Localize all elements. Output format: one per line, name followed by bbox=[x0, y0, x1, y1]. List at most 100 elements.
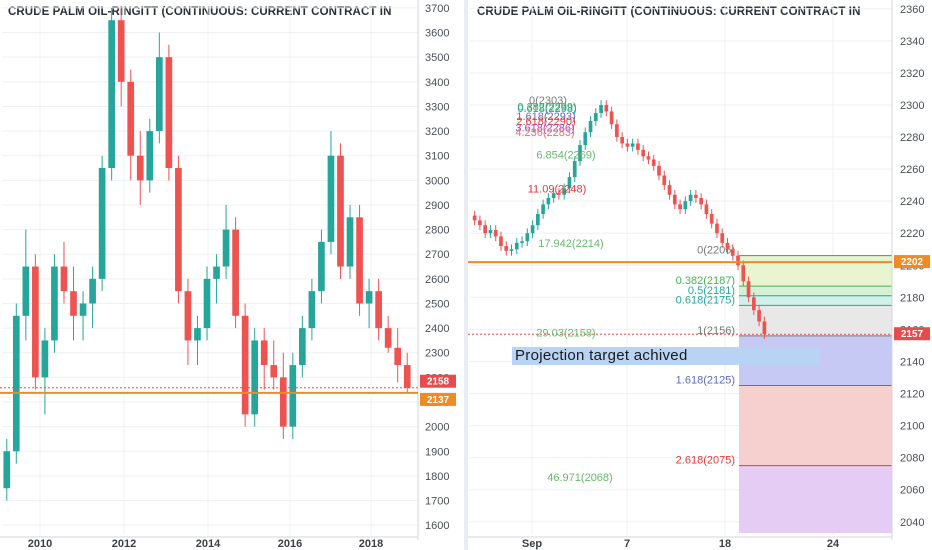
fib-zone bbox=[739, 255, 892, 287]
left-candle-body bbox=[165, 57, 173, 169]
left-y-tick-label: 2500 bbox=[425, 298, 449, 310]
right-candle-body bbox=[651, 159, 656, 166]
right-candle-body bbox=[546, 197, 551, 205]
left-candle-body bbox=[184, 291, 192, 341]
right-candle-body bbox=[641, 149, 646, 157]
left-candle-body bbox=[384, 328, 392, 348]
fib-zone bbox=[739, 295, 892, 306]
left-candle-body bbox=[270, 365, 278, 378]
projection-label: 3.618(2286) bbox=[515, 122, 574, 134]
left-price-tag: 2158 bbox=[427, 377, 450, 388]
right-candle-body bbox=[504, 246, 509, 251]
left-candle-body bbox=[3, 451, 11, 489]
left-candle-body bbox=[41, 340, 49, 378]
right-candle-body bbox=[636, 143, 640, 150]
left-y-tick-label: 3100 bbox=[425, 151, 449, 163]
left-candle-body bbox=[60, 266, 68, 292]
fib-level-label: 1.618(2125) bbox=[676, 375, 735, 387]
right-candle-body bbox=[541, 204, 545, 214]
right-candle-body bbox=[609, 111, 614, 125]
right-candle-body bbox=[488, 230, 493, 234]
left-y-tick-label: 2900 bbox=[425, 200, 449, 212]
left-candle-body bbox=[175, 168, 182, 292]
left-candle-body bbox=[108, 20, 115, 169]
right-candle-body bbox=[599, 104, 603, 114]
left-y-tick-label: 3700 bbox=[425, 3, 449, 15]
right-candle-body bbox=[662, 175, 667, 186]
projection-label: 17.942(2214) bbox=[538, 238, 603, 250]
left-price-tag: 2137 bbox=[427, 395, 450, 406]
left-y-tick-label: 1700 bbox=[425, 496, 449, 508]
right-candle-body bbox=[593, 113, 598, 122]
left-candle-body bbox=[260, 340, 268, 366]
left-candle-body bbox=[356, 217, 363, 304]
projection-label: 2.618(2290) bbox=[516, 116, 575, 128]
right-candle-body bbox=[757, 310, 761, 322]
fib-zone bbox=[739, 465, 892, 533]
right-candle-body bbox=[478, 220, 482, 226]
projection-label: 0.618(2298) bbox=[517, 103, 576, 115]
projection-label: 11.09(2248) bbox=[528, 183, 587, 195]
left-candle-body bbox=[279, 377, 287, 427]
left-x-tick-label: 2016 bbox=[278, 538, 302, 550]
right-candle-body bbox=[620, 137, 624, 144]
left-y-tick-label: 3200 bbox=[425, 126, 449, 138]
right-y-tick-label: 2080 bbox=[900, 453, 924, 465]
fib-level-label: 0(2206) bbox=[697, 245, 735, 257]
right-candle-body bbox=[667, 185, 672, 195]
right-candle-body bbox=[483, 225, 488, 234]
left-candle-body bbox=[308, 291, 316, 329]
projection-label: 1.618(2293) bbox=[516, 111, 575, 123]
left-candle-body bbox=[51, 266, 58, 341]
right-y-tick-label: 2300 bbox=[900, 100, 924, 112]
left-x-tick-label: 2018 bbox=[359, 538, 383, 550]
left-y-tick-label: 2000 bbox=[425, 422, 449, 434]
right-candle-body bbox=[525, 233, 530, 242]
projection-annotation: Projection target achived bbox=[512, 347, 820, 365]
right-candle-body bbox=[688, 194, 693, 202]
fib-level-label: 1(2156) bbox=[697, 325, 735, 337]
right-candle-body bbox=[736, 255, 740, 266]
projection-label: 29.03(2158) bbox=[536, 328, 595, 340]
right-candle-body bbox=[604, 104, 609, 112]
left-candle-body bbox=[22, 266, 30, 316]
right-candle-body bbox=[551, 193, 556, 198]
left-y-tick-label: 1600 bbox=[425, 520, 449, 532]
right-candle-body bbox=[530, 225, 535, 234]
right-candle-body bbox=[694, 194, 698, 198]
right-x-tick-label: 18 bbox=[719, 538, 731, 550]
right-candle-body bbox=[709, 213, 714, 224]
left-y-tick-label: 3500 bbox=[425, 52, 449, 64]
left-candle-body bbox=[346, 217, 354, 267]
projection-label: 6.854(2269) bbox=[536, 150, 595, 162]
projection-label: 46.971(2068) bbox=[547, 472, 612, 484]
left-y-tick-label: 2600 bbox=[425, 274, 449, 286]
right-candle-body bbox=[499, 236, 503, 247]
left-y-tick-label: 2400 bbox=[425, 323, 449, 335]
left-candle-body bbox=[289, 365, 297, 427]
right-candle-body bbox=[472, 215, 477, 221]
left-x-tick-label: 2010 bbox=[28, 538, 52, 550]
left-y-tick-label: 2700 bbox=[425, 249, 449, 261]
left-price-tag-bg bbox=[420, 392, 456, 406]
right-price-tag: 2157 bbox=[901, 329, 924, 340]
fib-zone bbox=[739, 385, 892, 466]
left-candle-body bbox=[89, 278, 96, 304]
panel-divider[interactable] bbox=[464, 0, 468, 550]
left-candle-body bbox=[327, 155, 335, 242]
fib-level-label: 0.618(2175) bbox=[676, 294, 735, 306]
right-x-tick-label: Sep bbox=[522, 538, 542, 550]
right-candle-body bbox=[751, 297, 756, 311]
right-candle-body bbox=[672, 194, 677, 205]
left-candle-body bbox=[375, 291, 382, 329]
right-candle-body bbox=[678, 204, 682, 210]
right-candle-body bbox=[725, 242, 730, 250]
right-candle-body bbox=[493, 230, 498, 237]
left-chart-panel[interactable]: CRUDE PALM OIL-RINGITT (CONTINUOUS: CURR… bbox=[0, 0, 464, 550]
right-y-tick-label: 2180 bbox=[900, 292, 924, 304]
right-candle-body bbox=[646, 156, 651, 160]
right-candle-body bbox=[704, 204, 709, 214]
right-y-tick-label: 2360 bbox=[900, 4, 924, 16]
right-candle-body bbox=[657, 165, 661, 176]
